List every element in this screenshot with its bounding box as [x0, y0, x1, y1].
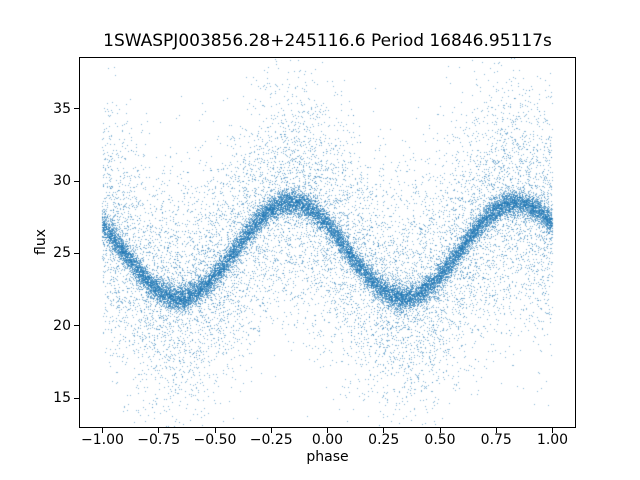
x-tick-label: −0.50 — [193, 432, 237, 448]
x-tick-mark — [158, 428, 160, 433]
x-axis-label: phase — [306, 449, 349, 465]
y-tick-label: 35 — [53, 100, 71, 117]
y-tick-label: 15 — [53, 390, 71, 407]
x-tick-mark — [552, 428, 553, 433]
x-tick-mark — [327, 428, 328, 433]
x-tick-label: −1.00 — [81, 432, 124, 448]
x-tick-mark — [439, 428, 441, 433]
x-tick-label: 0.25 — [368, 432, 400, 448]
y-tick-mark — [74, 180, 79, 182]
scatter-canvas — [80, 58, 575, 427]
x-tick-mark — [383, 428, 385, 433]
x-tick-mark — [495, 428, 497, 433]
y-tick-label: 30 — [53, 173, 71, 189]
x-tick-label: −0.25 — [249, 432, 293, 448]
x-tick-label: 0.75 — [480, 432, 512, 448]
y-tick-label: 20 — [53, 317, 71, 334]
x-tick-mark — [270, 428, 272, 433]
x-tick-label: 1.00 — [536, 432, 569, 448]
x-tick-label: 0.00 — [311, 432, 344, 448]
y-tick-mark — [74, 397, 79, 399]
y-tick-mark — [74, 108, 79, 110]
plot-area — [79, 57, 576, 428]
y-tick-label: 25 — [53, 245, 71, 262]
x-tick-mark — [214, 428, 216, 433]
x-tick-label: 0.50 — [424, 432, 456, 448]
x-tick-mark — [102, 428, 103, 433]
x-tick-label: −0.75 — [137, 432, 181, 448]
y-tick-mark — [74, 252, 79, 254]
chart-title: 1SWASPJ003856.28+245116.6 Period 16846.9… — [103, 31, 552, 51]
y-tick-mark — [74, 325, 79, 327]
